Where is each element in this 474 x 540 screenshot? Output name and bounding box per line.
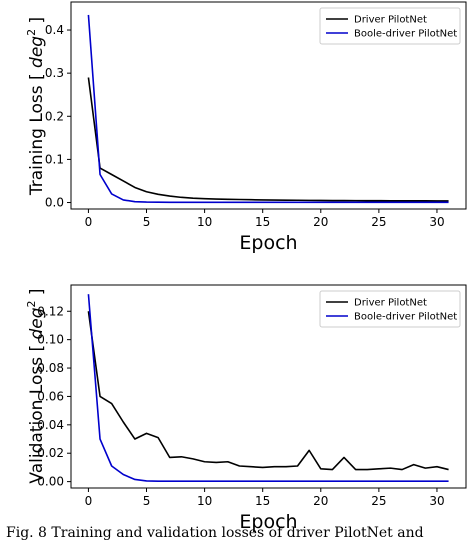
y-tick-label: 0.0 xyxy=(45,196,64,210)
x-tick-label: 5 xyxy=(143,494,151,508)
x-tick-label: 0 xyxy=(85,494,93,508)
x-tick-label: 15 xyxy=(255,215,270,229)
legend-label: Boole-driver PilotNet xyxy=(354,312,457,323)
x-tick-label: 30 xyxy=(429,494,444,508)
y-tick-label: 0.08 xyxy=(37,361,64,375)
y-tick-label: 0.3 xyxy=(45,66,64,80)
y-axis-label: Training Loss [ deg2 ] xyxy=(25,17,47,196)
legend-label: Boole-driver PilotNet xyxy=(354,29,457,40)
legend-label: Driver PilotNet xyxy=(354,15,427,26)
legend-box xyxy=(319,7,461,45)
y-axis-label: Validation Loss [ deg2 ] xyxy=(25,288,47,483)
x-axis-label: Epoch xyxy=(239,511,297,533)
y-tick-label: 0.10 xyxy=(37,333,64,347)
series-line-driver xyxy=(87,77,449,202)
x-tick-label: 0 xyxy=(85,215,93,229)
y-tick-label: 0.04 xyxy=(37,418,64,432)
chart-training: 0 5 10 15 20 25 30 0.0 0.1 0.2 0.3 0.4 Epoch Training… xyxy=(25,1,467,254)
y-tick-label: 0.06 xyxy=(37,389,64,403)
plot-frame xyxy=(70,1,467,210)
legend-box xyxy=(319,290,461,328)
x-tick-label: 10 xyxy=(197,494,212,508)
y-tick-label: 0.2 xyxy=(45,109,64,123)
series-line-boole-driver xyxy=(87,294,449,482)
y-tick-label: 0.1 xyxy=(45,152,64,166)
series-line-boole-driver xyxy=(87,14,449,204)
legend-label: Driver PilotNet xyxy=(354,298,427,309)
y-tick-label: 0.4 xyxy=(45,23,64,37)
y-tick-label: 0.00 xyxy=(37,475,64,489)
x-tick-label: 15 xyxy=(255,494,270,508)
x-tick-label: 25 xyxy=(371,494,386,508)
figure-caption: Fig. 8 Training and validation losses of… xyxy=(6,525,424,540)
series-line-driver xyxy=(87,311,449,471)
x-tick-label: 20 xyxy=(313,494,328,508)
x-tick-label: 10 xyxy=(197,215,212,229)
x-axis-label: Epoch xyxy=(239,232,297,254)
chart-validation: 0 5 10 15 20 25 30 0.00 0.02 0.04 0.06 0.08 0.10 0.12… xyxy=(25,284,467,533)
x-tick-label: 25 xyxy=(371,215,386,229)
plot-frame xyxy=(70,284,467,489)
y-tick-label: 0.12 xyxy=(37,304,64,318)
y-tick-label: 0.02 xyxy=(37,446,64,460)
x-tick-label: 20 xyxy=(313,215,328,229)
x-tick-label: 30 xyxy=(429,215,444,229)
x-tick-label: 5 xyxy=(143,215,151,229)
